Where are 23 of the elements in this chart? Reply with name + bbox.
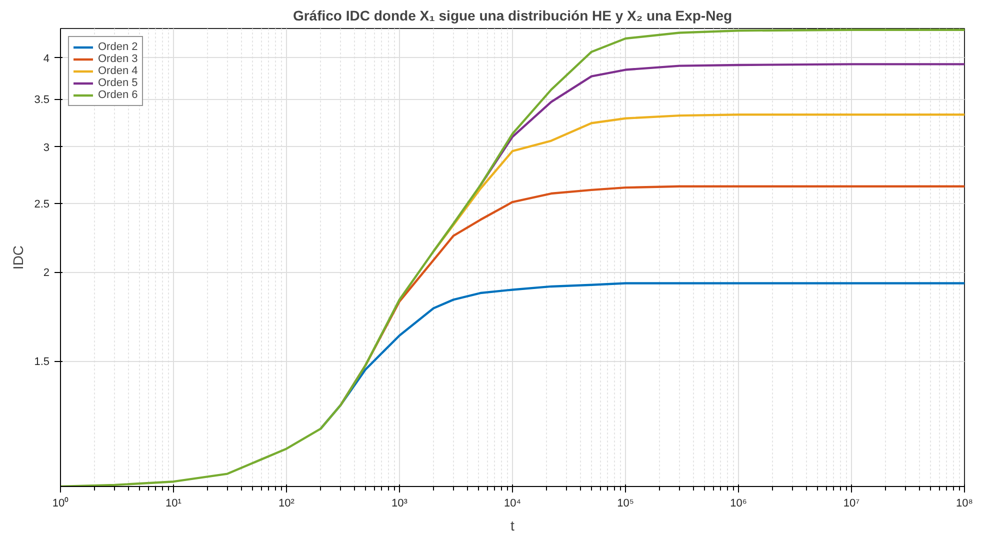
legend-label: Orden 4: [98, 65, 138, 77]
x-tick-label: 10⁵: [617, 498, 634, 510]
legend-label: Orden 2: [98, 41, 138, 53]
x-tick-label: 10⁴: [504, 498, 522, 510]
y-tick-label: 4: [43, 52, 50, 65]
x-tick-label: 10⁸: [956, 498, 973, 510]
x-axis-title: t: [510, 518, 515, 534]
legend-label: Orden 6: [98, 89, 138, 101]
legend-label: Orden 5: [98, 77, 138, 89]
x-tick-label: 10³: [392, 498, 408, 510]
x-tick-label: 10⁶: [730, 498, 747, 510]
y-axis-title: IDC: [10, 245, 26, 270]
y-tick-label: 3: [43, 142, 50, 154]
legend-label: Orden 3: [98, 53, 138, 65]
y-tick-label: 2: [43, 267, 50, 280]
chart-title: Gráfico IDC donde X₁ sigue una distribución HE y X₂ una Exp-Neg: [292, 8, 732, 24]
y-tick-label: 1.5: [34, 356, 50, 368]
x-tick-label: 10¹: [166, 498, 182, 510]
y-tick-label: 2.5: [34, 198, 50, 210]
x-tick-label: 10⁷: [843, 498, 860, 510]
x-tick-label: 10⁰: [52, 496, 69, 510]
y-tick-label: 3.5: [34, 94, 50, 106]
x-tick-label: 10²: [278, 498, 295, 510]
